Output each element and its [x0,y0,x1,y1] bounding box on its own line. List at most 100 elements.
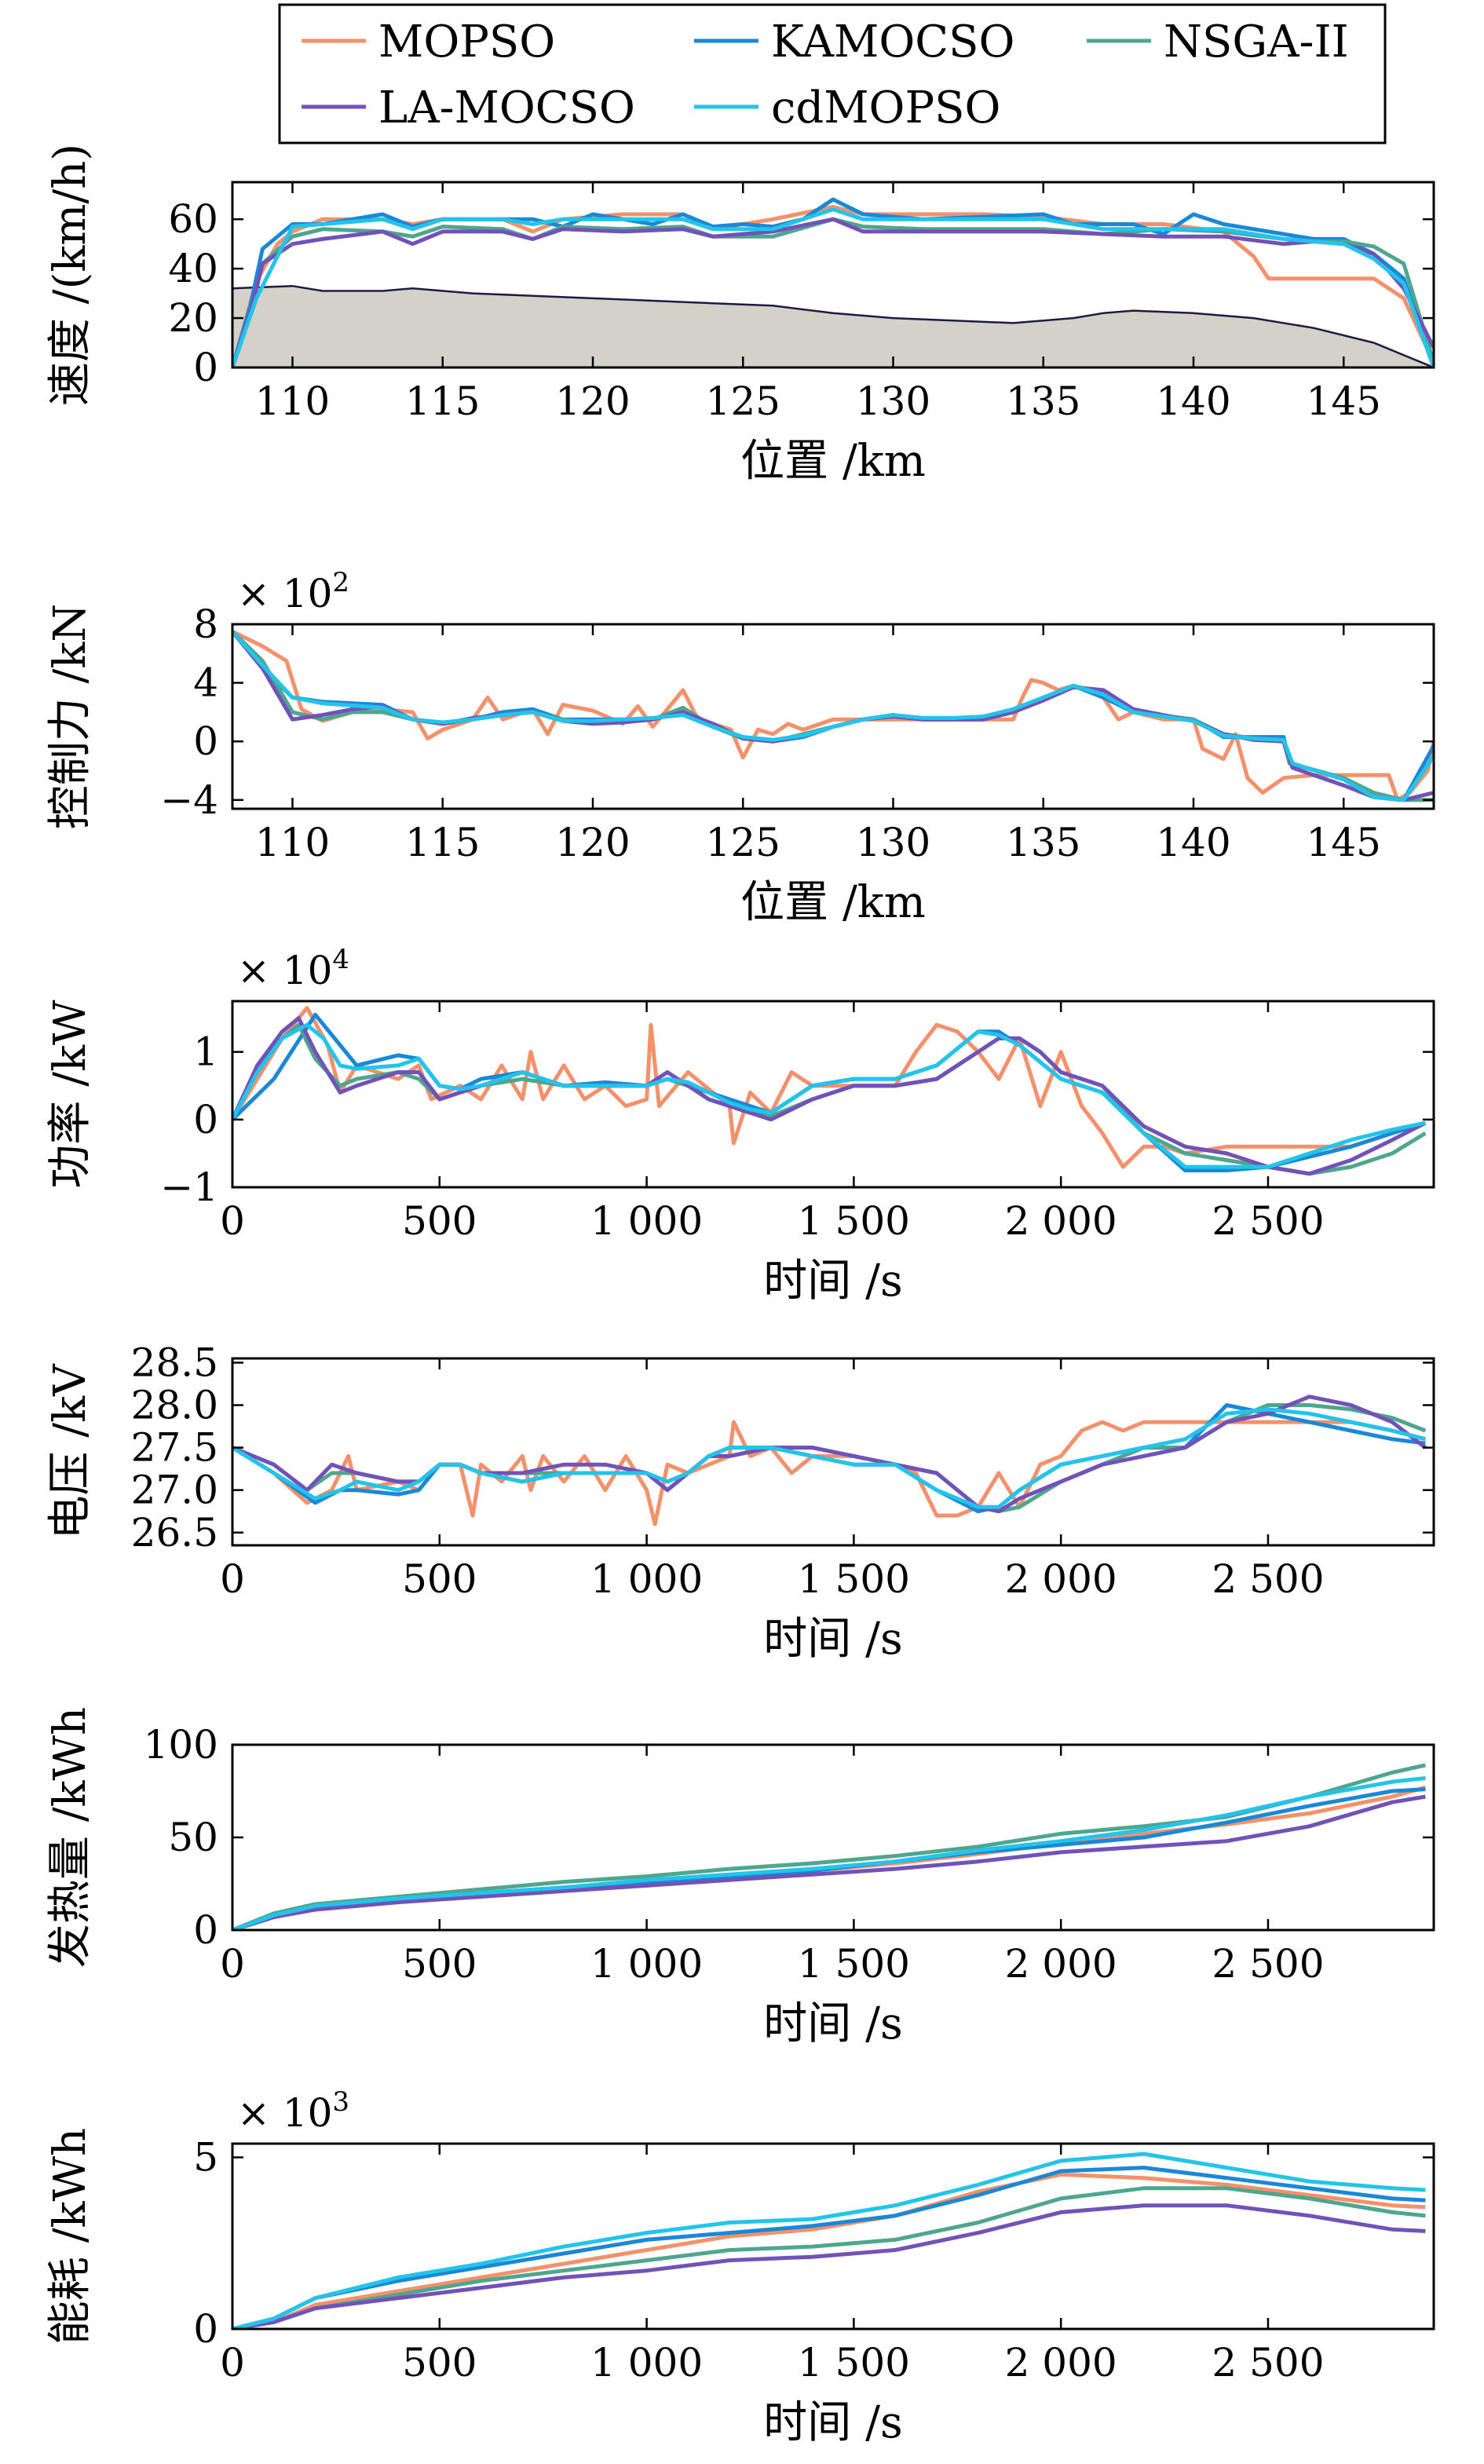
series-line-mopso-force [232,630,1434,802]
series-line-kamocso-speed [232,197,1434,367]
series-line-cdmopso-heat [232,1776,1426,1930]
x-tick-label: 0 [220,1941,245,1987]
x-tick-label: 500 [402,1556,477,1602]
x-tick-label: 110 [255,820,330,865]
x-tick-label: 2 500 [1212,1941,1324,1987]
series-line-cdmopso-power [232,1022,1426,1169]
panel-heat: 0 500 1 000 1 500 2 000 2 500 0 50 100 时间 /s 发热量 /… [45,1707,1435,2049]
x-tick-label: 1 000 [590,1198,703,1244]
y-tick-label: 1 [193,1029,218,1075]
y-tick-label: 8 [193,601,218,647]
series-line-la-mocso-energy [232,2203,1426,2329]
series-line-la-mocso-heat [232,1794,1426,1930]
axis-multiplier: × 103 [237,2086,349,2136]
x-tick-label: 125 [706,378,780,424]
x-axis-label: 时间 /s [763,1256,902,1307]
plot-frame [231,2142,1435,2331]
series-line-mopso-voltage [232,1420,1427,1526]
y-tick-label: 20 [168,295,218,341]
series-line-nsga-ii-heat [232,1763,1426,1930]
x-axis-label: 时间 /s [763,2397,902,2448]
x-tick-label: 1 500 [798,2340,910,2385]
y-tick-label: 27.0 [131,1468,218,1513]
x-tick-label: 120 [555,820,630,865]
y-tick-label: −4 [160,777,218,823]
panel-force: 110 115 120 125 130 135 140 145 −4 0 4 8 位置 /km 控制力 /… [45,567,1435,928]
series-line-la-mocso-power [232,1016,1427,1176]
y-tick-label: 0 [193,345,218,390]
y-axis-label: 能耗 /kWh [45,2128,96,2345]
series-line-mopso-power [232,1006,1427,1169]
y-tick-label: 0 [193,2306,218,2352]
series-line-nsga-ii-energy [232,2186,1426,2329]
y-tick-label: 0 [193,1907,218,1953]
y-tick-label: 27.5 [131,1425,218,1471]
plot-frame [231,1000,1435,1189]
y-tick-label: 0 [193,1097,218,1142]
x-tick-label: 0 [220,1556,245,1602]
x-tick-label: 0 [220,1198,245,1244]
y-tick-label: 28.0 [131,1383,218,1428]
x-tick-label: 2 000 [1005,1198,1117,1244]
x-axis-label: 时间 /s [763,1614,902,1665]
x-tick-label: 500 [402,1198,477,1244]
y-tick-label: 26.5 [131,1510,218,1556]
series-line-mopso-energy [232,2172,1426,2329]
legend-label-cdmopso: cdMOPSO [771,82,1000,133]
x-tick-label: 500 [402,1941,477,1987]
x-tick-label: 110 [255,378,330,424]
axis-multiplier: × 102 [237,567,349,616]
x-tick-label: 115 [405,378,480,424]
gradient-profile-area [232,286,1434,367]
series-line-cdmopso-energy [232,2151,1426,2329]
x-axis-label: 位置 /km [740,877,926,928]
y-tick-label: 4 [193,660,218,706]
legend: MOPSO KAMOCSO NSGA-II LA-MOCSO cdMOPSO [278,3,1387,144]
x-tick-label: 2 500 [1212,1556,1324,1602]
legend-label-mopso: MOPSO [378,16,555,68]
x-tick-label: 1 000 [590,1941,703,1987]
gradient-profile-line [232,284,1434,367]
x-tick-label: 500 [402,2340,477,2385]
series-line-cdmopso-voltage [232,1407,1427,1509]
x-tick-label: 2 000 [1005,2340,1117,2385]
x-tick-label: 1 000 [590,1556,703,1602]
x-tick-label: 120 [555,378,630,424]
x-tick-label: 115 [405,820,480,865]
legend-box [278,3,1387,144]
y-tick-label: 60 [168,196,218,242]
panel-energy: 0 500 1 000 1 500 2 000 2 500 0 5 时间 /s 能耗 /kWh × … [45,2086,1435,2448]
series-line-nsga-ii-power [232,1022,1427,1176]
y-axis-label: 速度 /(km/h) [45,144,96,406]
axis-multiplier: × 104 [237,944,349,993]
x-tick-label: 135 [1006,378,1080,424]
x-tick-label: 1 000 [590,2340,703,2385]
y-tick-label: −1 [160,1164,218,1210]
x-tick-label: 145 [1307,820,1381,865]
legend-label-la-mocso: LA-MOCSO [378,82,635,133]
x-tick-label: 0 [220,2340,245,2385]
x-axis-label: 时间 /s [763,1998,902,2049]
plot-frame [231,623,1435,810]
x-tick-label: 2 500 [1212,1198,1324,1244]
legend-label-kamocso: KAMOCSO [771,16,1014,68]
legend-label-nsga2: NSGA-II [1164,16,1349,68]
x-tick-label: 135 [1006,820,1080,865]
x-tick-label: 1 500 [798,1941,910,1987]
series-line-la-mocso-speed [232,217,1434,367]
y-tick-label: 28.5 [131,1340,218,1385]
y-axis-label: 功率 /kW [45,1000,96,1189]
x-tick-label: 140 [1156,378,1230,424]
x-tick-label: 1 500 [798,1556,910,1602]
x-tick-label: 125 [706,820,780,865]
x-tick-label: 140 [1156,820,1230,865]
x-tick-label: 2 500 [1212,2340,1324,2385]
x-axis-label: 位置 /km [740,436,926,487]
plot-frame [231,181,1435,369]
y-tick-label: 50 [168,1815,218,1860]
x-tick-label: 145 [1307,378,1381,424]
y-axis-label: 电压 /kV [45,1363,96,1540]
